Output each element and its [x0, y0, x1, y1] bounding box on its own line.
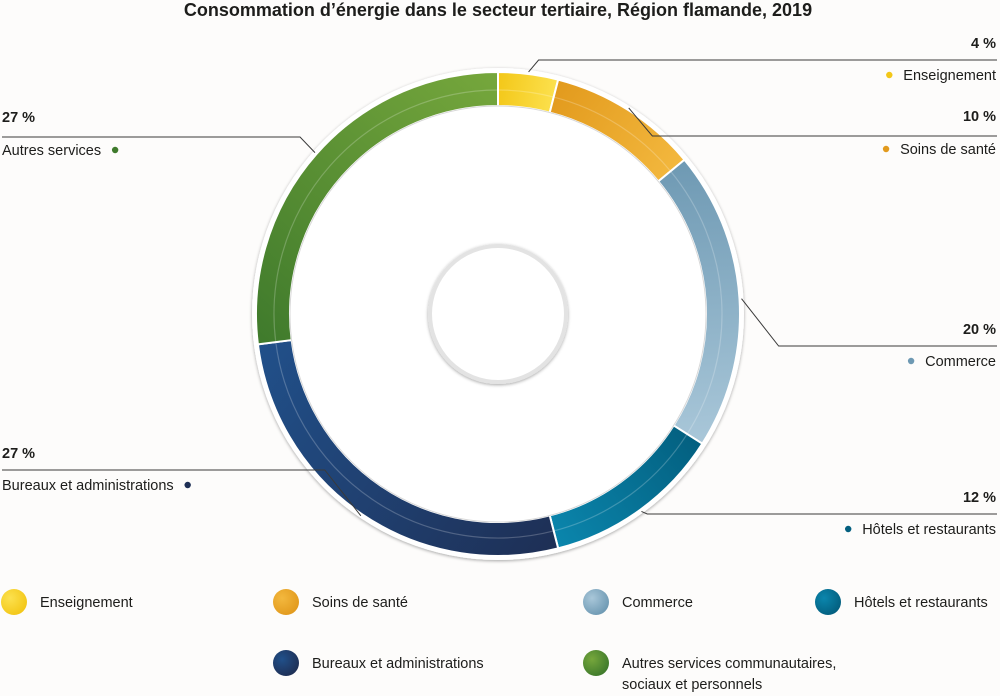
- callout-label-1: Soins de santé: [900, 142, 996, 158]
- legend-label-5: Autres services communautaires,: [622, 656, 836, 672]
- slice-callouts: 4 % Enseignement 10 % Soins de santé 20 % Com…: [2, 36, 997, 538]
- slice-band-5: [273, 89, 499, 343]
- callout-pct-4: 27 %: [2, 446, 35, 462]
- callout-0: 4 % Enseignement: [528, 36, 997, 84]
- legend-label-1: Soins de santé: [312, 595, 408, 611]
- center-ring: [428, 244, 568, 384]
- slice-band-3: [553, 433, 688, 532]
- callout-2: 20 % Commerce: [741, 298, 997, 370]
- callout-dot-4: [184, 481, 191, 489]
- callout-label-3: Hôtels et restaurants: [862, 522, 996, 538]
- legend-label-4: Bureaux et administrations: [312, 656, 484, 672]
- legend-label-2: Commerce: [622, 595, 693, 611]
- donut-center-circle: [428, 244, 568, 384]
- callout-dot-0: [886, 71, 893, 79]
- legend-swatch-4: [273, 650, 299, 676]
- slice-band-1: [553, 96, 672, 172]
- callout-label-2: Commerce: [925, 354, 996, 370]
- callout-5: 27 % Autres services: [2, 110, 316, 159]
- slice-band-4: [275, 341, 554, 539]
- callout-dot-5: [111, 146, 119, 154]
- slice-band-2: [670, 170, 723, 435]
- legend-swatch-3: [815, 589, 841, 615]
- callout-pct-2: 20 %: [963, 322, 996, 338]
- callout-line-4: [2, 469, 362, 517]
- legend-item-1: Soins de santé: [273, 589, 408, 615]
- callout-line-2: [741, 298, 997, 347]
- callout-label-4: Bureaux et administrations: [2, 478, 174, 494]
- legend-label-5: sociaux et personnels: [622, 677, 762, 693]
- callout-pct-0: 4 %: [971, 36, 996, 52]
- callout-pct-5: 27 %: [2, 110, 35, 126]
- callout-pct-3: 12 %: [963, 490, 996, 506]
- callout-dot-1: [882, 145, 890, 153]
- legend-label-3: Hôtels et restaurants: [854, 595, 988, 611]
- legend-item-2: Commerce: [583, 589, 693, 615]
- callout-4: 27 % Bureaux et administrations: [2, 446, 362, 517]
- legend-item-4: Bureaux et administrations: [273, 650, 484, 676]
- callout-1: 10 % Soins de santé: [628, 107, 997, 158]
- callout-line-5: [2, 136, 316, 153]
- callout-dot-2: [907, 357, 915, 365]
- callout-line-0: [528, 59, 997, 73]
- legend-swatch-5: [583, 650, 609, 676]
- legend-item-3: Hôtels et restaurants: [815, 589, 988, 615]
- callout-3: 12 % Hôtels et restaurants: [641, 490, 997, 538]
- callout-label-0: Enseignement: [903, 68, 996, 84]
- legend-label-0: Enseignement: [40, 595, 133, 611]
- chart-legend: Enseignement Soins de santé Commerce Hôtels…: [1, 589, 988, 693]
- callout-line-1: [628, 107, 997, 137]
- callout-label-5: Autres services: [2, 143, 101, 159]
- callout-line-3: [641, 510, 997, 515]
- slice-band-0: [497, 89, 554, 98]
- legend-item-0: Enseignement: [1, 589, 133, 615]
- chart-title: Consommation d’énergie dans le secteur t…: [184, 0, 812, 20]
- legend-swatch-0: [1, 589, 27, 615]
- legend-swatch-1: [273, 589, 299, 615]
- donut-slices: [255, 70, 741, 557]
- legend-swatch-2: [583, 589, 609, 615]
- callout-pct-1: 10 %: [963, 109, 996, 125]
- callout-dot-3: [845, 525, 852, 533]
- legend-item-5: Autres services communautaires, sociaux e…: [583, 650, 836, 693]
